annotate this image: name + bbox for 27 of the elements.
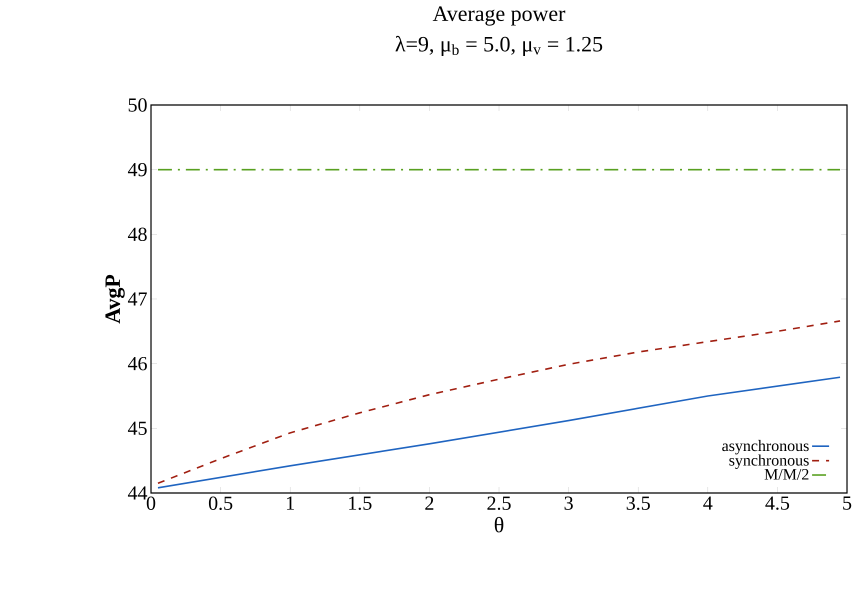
y-tick-label: 48 (128, 228, 147, 242)
x-tick-label: 4 (703, 496, 712, 510)
x-tick-label: 3.5 (626, 496, 650, 510)
y-tick-label: 44 (128, 486, 148, 500)
y-tick-label: 45 (128, 422, 147, 435)
chart-subtitle: λ=9, μ$_{b}$ = 5.0, μ$_{v}$ = 1.25 (396, 36, 602, 56)
x-tick-label: 1.5 (349, 496, 372, 510)
line-series (157, 376, 841, 489)
x-tick-label: 4.5 (765, 496, 790, 510)
y-tick-label: 50 (128, 98, 147, 112)
legend-label: synchronous (729, 454, 809, 469)
legend-label: M/M/2 (764, 469, 808, 480)
x-tick-label: 3 (564, 496, 573, 510)
x-tick-label: 2 (425, 496, 434, 510)
line-series (157, 320, 841, 484)
y-axis-title: AvgP (105, 274, 125, 324)
x-tick-label: 0 (146, 496, 156, 510)
x-tick-label: 5 (843, 496, 852, 510)
x-tick-label: 2.5 (487, 496, 511, 510)
x-tick-label: 0.5 (208, 496, 232, 510)
x-tick-label: 1 (286, 496, 294, 510)
chart-title: Average power (432, 6, 566, 26)
legend-label: asynchronous (722, 440, 809, 454)
y-tick-label: 49 (128, 162, 147, 176)
y-tick-label: 46 (128, 356, 147, 370)
y-tick-label: 47 (128, 292, 147, 306)
x-axis-title: θ (494, 516, 504, 532)
